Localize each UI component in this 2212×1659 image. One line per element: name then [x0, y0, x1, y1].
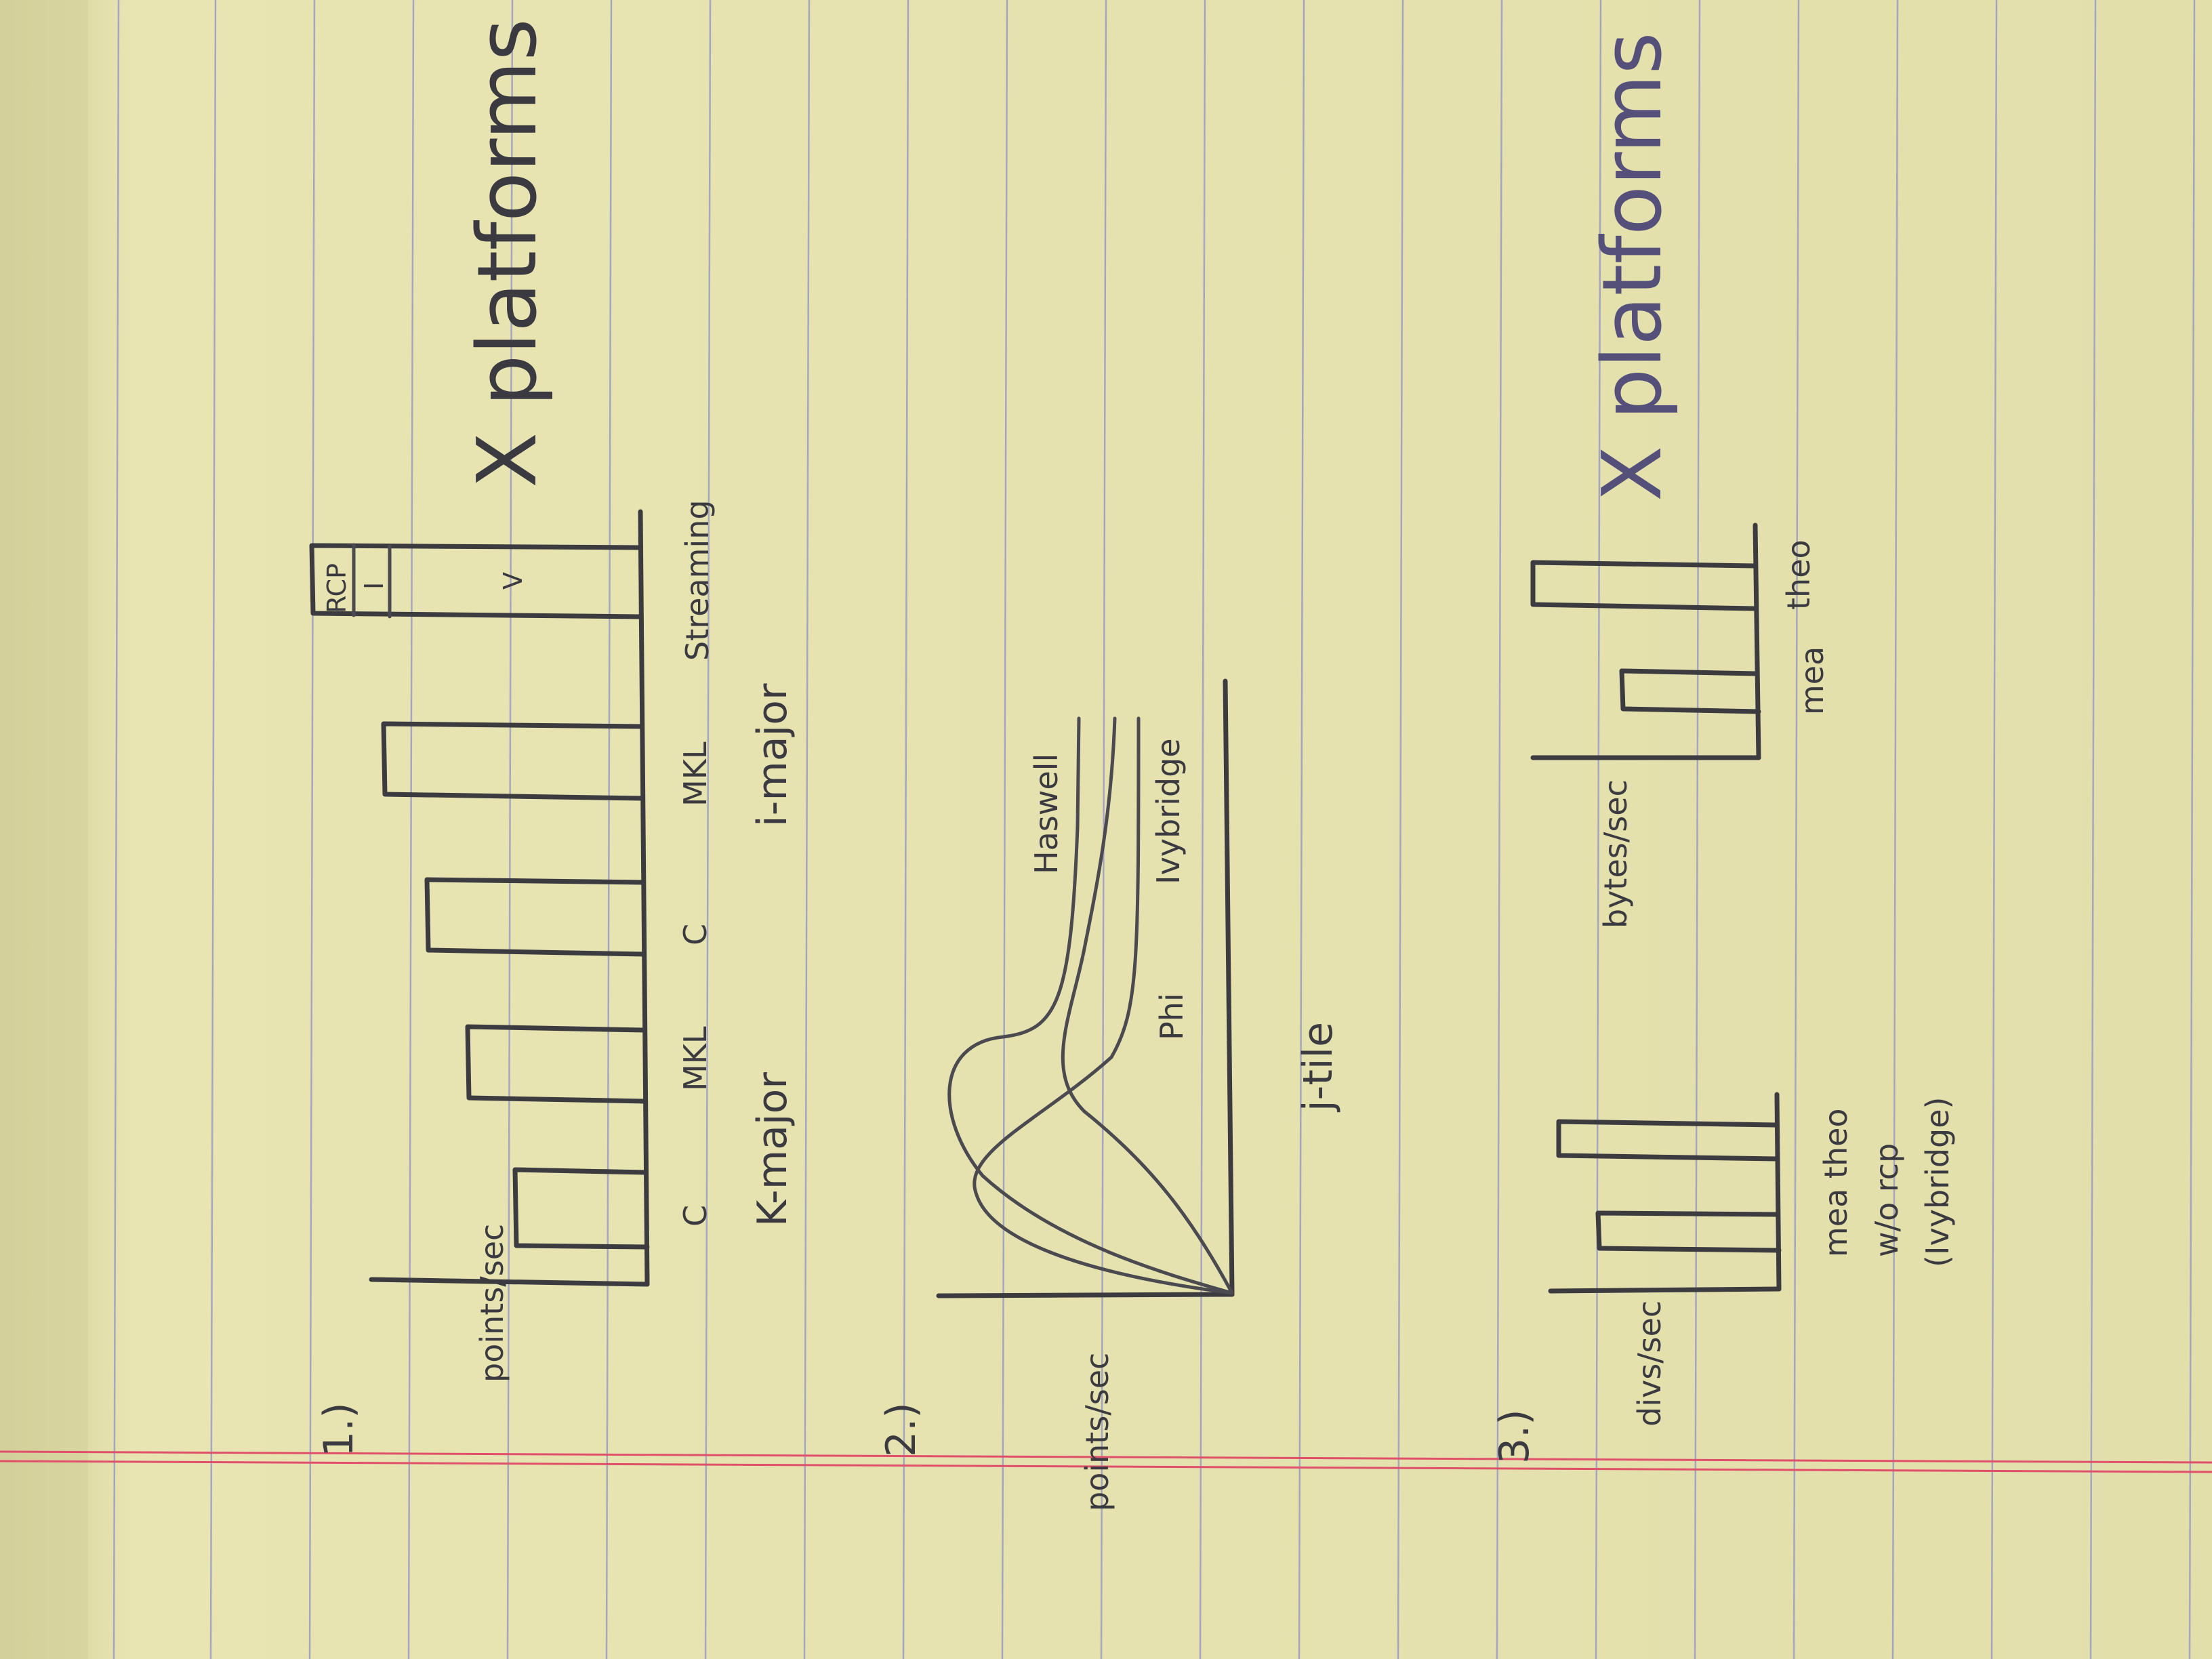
left-caption-line-2: w/o rcp [1868, 1143, 1905, 1257]
bar-mea-left [1595, 1210, 1782, 1253]
bar-c-imajor [424, 877, 647, 957]
group-label-kmajor: K-major [749, 1072, 796, 1227]
series-label-haswell: Haswell [1028, 754, 1065, 874]
sketch-3-caption: X platforms [1586, 32, 1680, 501]
curve-phi [1061, 716, 1234, 1295]
sketch-2-xlabel: j-tile [1294, 1022, 1342, 1113]
bar-mkl-imajor [381, 721, 645, 801]
bar-label-mkl-2: MKL [677, 741, 714, 806]
bar-label-streaming: Streaming [679, 499, 716, 661]
margin-lines [0, 1450, 2212, 1473]
sketch-1-number: 1.) [315, 1402, 363, 1457]
sketch-2-ylabel: points/sec [1079, 1353, 1115, 1511]
group-label-imajor: i-major [749, 683, 796, 827]
sketch-1-bar-chart: points/sec 1.) C MKL C MKL Streaming K-m… [309, 18, 796, 1457]
bar-mea-right [1619, 668, 1761, 714]
sketch-3-left-chart: divs/sec mea theo w/o rcp (Ivybridge) [1548, 1092, 1956, 1427]
ruled-lines [112, 0, 2196, 1659]
sketch-2-line-chart: points/sec 2.) j-tile Haswell Phi Ivybri… [878, 678, 1342, 1511]
bar-streaming-stack [309, 543, 643, 619]
sketch-2-axes [936, 678, 1235, 1298]
sketch-1-ylabel: points/sec [474, 1224, 510, 1382]
bar-theo-left [1556, 1119, 1780, 1162]
curve-ivybridge [972, 716, 1234, 1295]
sketch-1-axes [369, 509, 650, 1287]
curve-haswell [947, 716, 1234, 1295]
bar-mkl-kmajor [465, 1024, 648, 1104]
sketch-1-caption: X platforms [461, 18, 555, 488]
sketch-3-right-ylabel: bytes/sec [1597, 779, 1634, 928]
left-caption-line-3: (Ivybridge) [1919, 1097, 1956, 1268]
sketch-3-number: 3.) [1491, 1409, 1538, 1464]
bar-c-kmajor [512, 1167, 650, 1250]
stack-label-v: V [498, 572, 528, 590]
bar-label-c-2: C [677, 924, 714, 945]
sketch-1-bars [309, 543, 650, 1250]
sketch-3-bar-charts: divs/sec mea theo w/o rcp (Ivybridge) by… [1491, 32, 1956, 1464]
stack-label-rcp: RCP [322, 563, 352, 613]
right-label-mea: mea [1794, 647, 1830, 715]
sketch-3-left-ylabel: divs/sec [1631, 1300, 1668, 1427]
bar-label-c-1: C [677, 1205, 714, 1227]
sketch-2-number: 2.) [878, 1402, 925, 1457]
bar-theo-right [1530, 560, 1758, 611]
series-label-ivybridge: Ivybridge [1150, 738, 1187, 884]
bar-label-mkl-1: MKL [677, 1026, 714, 1091]
left-caption-line-1: mea theo [1818, 1108, 1854, 1257]
stack-label-i: I [359, 582, 389, 590]
series-label-phi: Phi [1153, 993, 1190, 1040]
notebook-binding-edge [0, 0, 88, 1659]
sketch-3-right-chart: bytes/sec mea theo [1530, 523, 1830, 928]
right-label-theo: theo [1780, 539, 1817, 610]
